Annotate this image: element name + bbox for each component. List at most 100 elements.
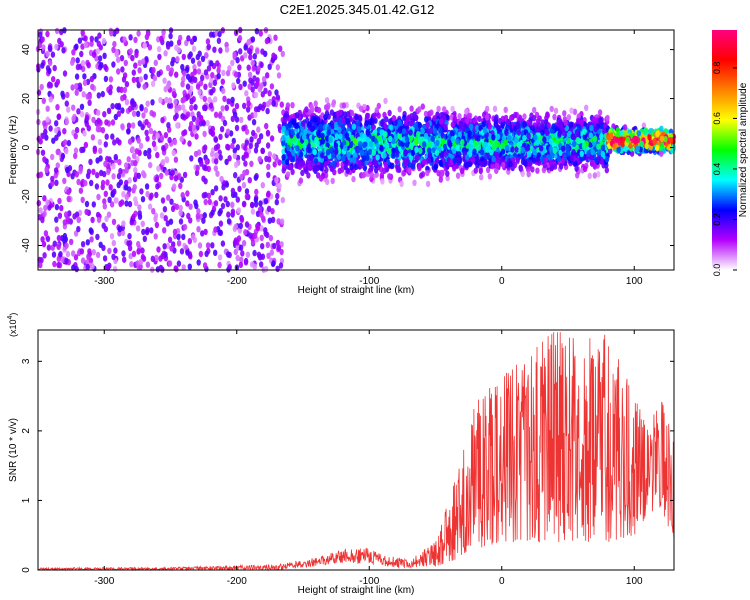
spectrogram-cell bbox=[433, 163, 438, 171]
spectrogram-cell bbox=[142, 42, 147, 49]
spectrogram-cell bbox=[267, 217, 272, 224]
spectrogram-cell bbox=[404, 141, 410, 148]
spectrogram-cell bbox=[112, 188, 117, 195]
spectrogram-cell bbox=[215, 170, 220, 177]
spectrogram-cell bbox=[101, 244, 106, 252]
spectrogram-cell bbox=[470, 156, 476, 163]
spectrogram-cell bbox=[105, 179, 110, 186]
spectrogram-cell bbox=[103, 160, 108, 168]
spectrogram-cell bbox=[96, 216, 102, 224]
spectrogram-cell bbox=[354, 113, 359, 121]
spectrogram-cell bbox=[124, 162, 129, 169]
spectrogram-cell bbox=[131, 69, 136, 76]
spectrogram-cell bbox=[82, 79, 88, 87]
spectrogram-cell bbox=[36, 89, 42, 96]
spectrogram-cell bbox=[434, 157, 440, 165]
spectrogram-cell bbox=[97, 138, 103, 146]
spectrogram-cell bbox=[253, 111, 258, 119]
spectrogram-cell bbox=[169, 40, 174, 47]
spectrogram-cell bbox=[250, 201, 255, 209]
spectrogram-cell bbox=[559, 163, 564, 170]
spectrogram-cell bbox=[72, 213, 77, 220]
spectrogram-cell bbox=[579, 150, 584, 157]
spectrogram-cell bbox=[196, 259, 201, 266]
spectrogram-cell bbox=[265, 72, 270, 79]
spectrogram-cell bbox=[475, 162, 480, 169]
spectrogram-cell bbox=[165, 242, 171, 249]
spectrogram-cell bbox=[182, 171, 188, 179]
spectrogram-cell bbox=[203, 83, 208, 91]
spectrogram-cell bbox=[592, 135, 598, 142]
spectrogram-cell bbox=[44, 134, 49, 141]
spectrogram-cell bbox=[39, 257, 44, 264]
spectrogram-cell bbox=[294, 112, 300, 119]
spectrogram-cell bbox=[358, 105, 364, 112]
spectrogram-cell bbox=[234, 102, 240, 110]
spectrogram-cell bbox=[38, 261, 43, 269]
spectrogram-cell bbox=[110, 103, 115, 110]
spectrogram-cell bbox=[180, 104, 186, 111]
spectrogram-cell bbox=[569, 154, 575, 162]
spectrogram-cell bbox=[571, 140, 577, 147]
spectrogram-cell bbox=[402, 114, 407, 122]
spectrogram-cell bbox=[53, 172, 58, 179]
spectrogram-cell bbox=[186, 35, 191, 42]
spectrogram-cell bbox=[352, 157, 357, 164]
spectrogram-cell bbox=[238, 48, 243, 55]
spectrogram-cell bbox=[64, 147, 69, 155]
spectrogram-cell bbox=[256, 251, 262, 258]
spectrogram-cell bbox=[309, 153, 314, 161]
spectrogram-cell bbox=[168, 218, 174, 225]
spectrogram-cell bbox=[482, 159, 488, 166]
spectrogram-cell bbox=[447, 141, 452, 148]
spectrogram-cell bbox=[445, 170, 450, 177]
spectrogram-cell bbox=[237, 64, 242, 71]
spectrogram-cell bbox=[102, 52, 107, 59]
spectrogram-cell bbox=[46, 244, 52, 251]
spectrogram-cell bbox=[102, 203, 108, 210]
spectrogram-cell bbox=[130, 146, 135, 153]
spectrogram-cell bbox=[403, 149, 408, 157]
spectrogram-cell bbox=[218, 133, 223, 140]
spectrogram-cell bbox=[207, 96, 212, 104]
spectrogram-cell bbox=[375, 142, 380, 150]
spectrogram-cell bbox=[155, 151, 160, 159]
spectrogram-cell bbox=[257, 156, 262, 163]
spectrogram-cell bbox=[233, 71, 239, 78]
spectrogram-cell bbox=[345, 118, 350, 125]
spectrogram-cell bbox=[357, 115, 363, 122]
spectrogram-cell bbox=[89, 75, 95, 83]
spectrogram-cell bbox=[41, 241, 47, 248]
spectrogram-cell bbox=[483, 127, 488, 134]
spectrogram-cell bbox=[70, 59, 75, 66]
spectrogram-cell bbox=[154, 221, 160, 229]
spectrogram-cell bbox=[548, 145, 553, 153]
spectrogram-cell bbox=[460, 139, 465, 146]
spectrogram-cell bbox=[254, 28, 260, 35]
spectrogram-cell bbox=[236, 207, 242, 214]
spectrogram-cell bbox=[508, 160, 513, 168]
spectrogram-cell bbox=[83, 180, 88, 187]
spectrogram-cell bbox=[260, 182, 265, 189]
spectrogram-cell bbox=[408, 142, 414, 150]
spectrogram-cell bbox=[79, 50, 84, 58]
spectrogram-cell bbox=[144, 228, 150, 236]
spectrogram-cell bbox=[224, 158, 229, 166]
spectrogram-cell bbox=[248, 232, 253, 239]
spectrogram-cell bbox=[379, 172, 385, 179]
spectrogram-cell bbox=[313, 100, 318, 107]
spectrogram-cell bbox=[361, 172, 366, 179]
spectrogram-cell bbox=[170, 169, 175, 176]
spectrogram-cell bbox=[142, 235, 147, 242]
spectrogram-cell bbox=[45, 30, 50, 38]
spectrogram-cell bbox=[235, 144, 240, 151]
spectrogram-cell bbox=[492, 105, 498, 113]
spectrogram-cell bbox=[116, 181, 121, 189]
spectrogram-cell bbox=[275, 64, 280, 71]
spectrogram-cell bbox=[175, 122, 180, 129]
spectrogram-cell bbox=[223, 196, 228, 203]
spectrogram-cell bbox=[242, 102, 247, 110]
spectrogram-cell bbox=[106, 107, 112, 115]
spectrogram-cell bbox=[253, 147, 259, 154]
spectrogram-cell bbox=[491, 155, 496, 163]
